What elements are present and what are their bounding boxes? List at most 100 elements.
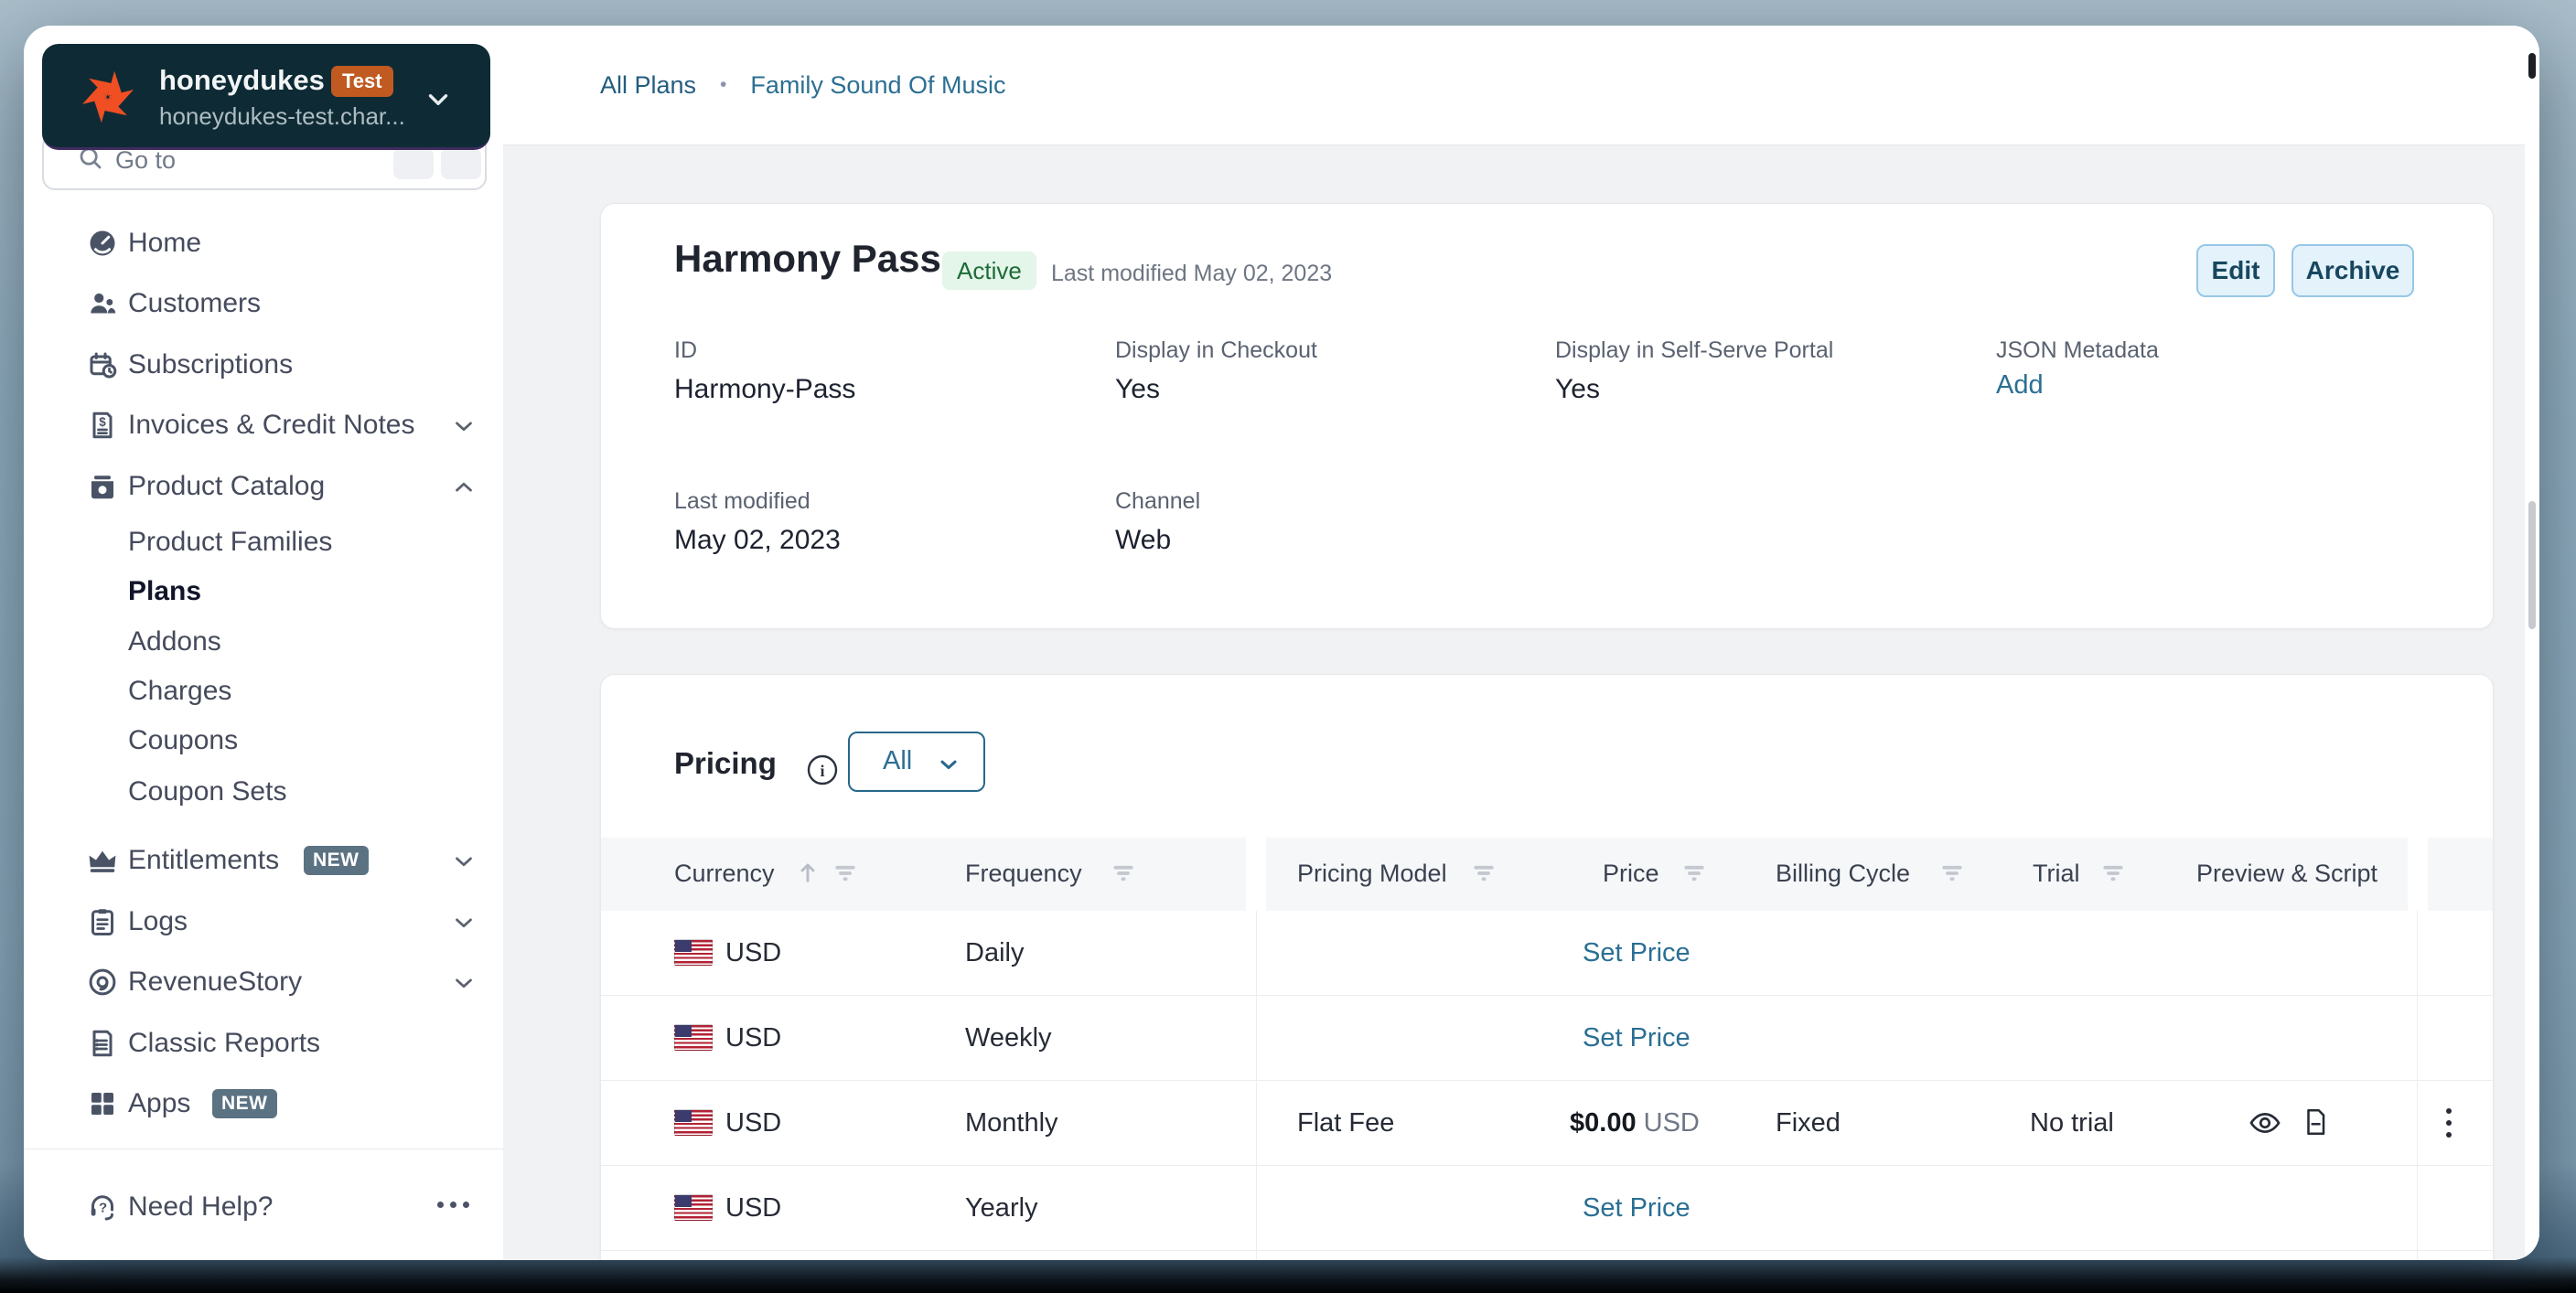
column-header-preview-script[interactable]: Preview & Script — [2196, 860, 2378, 887]
field-value-display-checkout: Yes — [1115, 374, 1160, 404]
edit-button[interactable]: Edit — [2196, 244, 2275, 297]
script-document-icon[interactable] — [2299, 1106, 2332, 1143]
sidebar-item-subscriptions[interactable]: Subscriptions — [24, 339, 503, 390]
usd-flag-icon — [674, 1194, 713, 1221]
cell-currency: USD — [725, 1193, 782, 1223]
column-header-pricing-model[interactable]: Pricing Model — [1297, 860, 1447, 887]
sidebar-item-label: Classic Reports — [128, 1028, 321, 1058]
pricing-filter-dropdown[interactable]: All — [848, 732, 985, 792]
field-value-display-portal: Yes — [1555, 374, 1600, 404]
preview-eye-icon[interactable] — [2248, 1106, 2282, 1145]
field-label-display-checkout: Display in Checkout — [1115, 337, 1317, 363]
top-header-bar: All Plans • Family Sound Of Music — [503, 26, 2539, 145]
scrollbar-thumb[interactable] — [2528, 53, 2536, 79]
sidebar-item-home[interactable]: Home — [24, 218, 503, 269]
field-label-json-metadata: JSON Metadata — [1996, 337, 2159, 363]
workspace-switcher[interactable]: honeydukes Test honeydukes-test.char... — [42, 44, 490, 150]
report-document-icon — [86, 1027, 119, 1060]
field-label-channel: Channel — [1115, 488, 1201, 514]
cell-currency: USD — [725, 1108, 782, 1138]
shortcut-key — [393, 148, 434, 179]
scrollbar-thumb[interactable] — [2528, 501, 2536, 629]
usd-flag-icon — [674, 939, 713, 966]
field-value-last-modified: May 02, 2023 — [674, 525, 841, 555]
chevron-down-icon — [450, 909, 478, 941]
chevron-down-icon — [450, 412, 478, 444]
sidebar-item-need-help[interactable]: ? Need Help? — [24, 1181, 503, 1233]
breadcrumb-plan-family[interactable]: Family Sound Of Music — [750, 70, 1006, 99]
json-metadata-add-link[interactable]: Add — [1996, 370, 2044, 400]
field-value-id: Harmony-Pass — [674, 374, 856, 404]
sidebar-item-revenuestory[interactable]: RevenueStory — [24, 956, 503, 1008]
pricing-filter-value: All — [883, 746, 913, 775]
breadcrumb: All Plans • Family Sound Of Music — [600, 26, 1006, 144]
table-row[interactable]: USD Yearly Set Price — [601, 1166, 2493, 1251]
page-scrollbar[interactable] — [2525, 26, 2539, 1260]
sidebar-item-label: Product Catalog — [128, 471, 326, 501]
sidebar-item-label: Logs — [128, 906, 188, 936]
sidebar-item-entitlements[interactable]: Entitlements NEW — [24, 835, 503, 886]
filter-icon[interactable] — [1938, 860, 1966, 893]
chevron-down-icon — [936, 752, 961, 782]
sidebar-item-coupons[interactable]: Coupons — [24, 719, 503, 763]
sidebar-item-label: Customers — [128, 288, 262, 318]
revenuestory-icon — [86, 966, 119, 999]
column-header-currency[interactable]: Currency — [674, 860, 775, 887]
price-amount: $0.00 — [1570, 1108, 1637, 1138]
shortcut-key — [441, 148, 481, 179]
cell-frequency: Yearly — [965, 1193, 1038, 1223]
filter-icon[interactable] — [1110, 860, 1137, 893]
info-icon[interactable]: i — [806, 753, 839, 791]
filter-icon[interactable] — [1470, 860, 1497, 893]
filter-icon[interactable] — [2099, 860, 2127, 893]
sort-asc-icon[interactable] — [793, 858, 822, 893]
sidebar-item-product-catalog[interactable]: Product Catalog — [24, 461, 503, 512]
cell-trial: No trial — [2030, 1108, 2114, 1138]
set-price-link[interactable]: Set Price — [1583, 1193, 1690, 1223]
more-options-icon[interactable] — [437, 1202, 469, 1208]
chevron-up-icon — [450, 474, 478, 506]
workspace-name: honeydukes — [159, 64, 325, 96]
column-header-billing-cycle[interactable]: Billing Cycle — [1776, 860, 1911, 887]
row-kebab-menu-icon[interactable] — [2431, 1103, 2467, 1143]
sidebar-item-plans[interactable]: Plans — [24, 570, 503, 614]
table-row[interactable]: USD Daily Set Price — [601, 911, 2493, 996]
filter-icon[interactable] — [832, 860, 859, 893]
sidebar-item-customers[interactable]: Customers — [24, 278, 503, 329]
sidebar-item-invoices[interactable]: $ Invoices & Credit Notes — [24, 400, 503, 451]
archive-button[interactable]: Archive — [2292, 244, 2414, 297]
column-header-price[interactable]: Price — [1603, 860, 1659, 887]
svg-text:$: $ — [99, 415, 106, 429]
set-price-link[interactable]: Set Price — [1583, 938, 1690, 967]
breadcrumb-all-plans[interactable]: All Plans — [600, 70, 697, 99]
goto-placeholder: Go to — [115, 146, 177, 174]
table-row[interactable]: USD Weekly Set Price — [601, 996, 2493, 1081]
sidebar-item-label: Home — [128, 228, 202, 258]
new-badge: NEW — [304, 846, 369, 875]
cell-currency: USD — [725, 938, 782, 967]
sidebar-item-charges[interactable]: Charges — [24, 669, 503, 713]
field-label-display-portal: Display in Self-Serve Portal — [1555, 337, 1834, 363]
browser-window: Go to — [24, 26, 2539, 1260]
clipboard-icon — [86, 905, 119, 938]
sidebar-item-logs[interactable]: Logs — [24, 896, 503, 947]
table-row[interactable]: USD Monthly Flat Fee $0.00 USD Fixed No … — [601, 1081, 2493, 1166]
sidebar-item-label: Product Families — [128, 527, 333, 557]
sidebar-item-apps[interactable]: Apps NEW — [24, 1078, 503, 1129]
set-price-link[interactable]: Set Price — [1583, 1023, 1690, 1053]
env-badge: Test — [331, 66, 393, 97]
column-header-trial[interactable]: Trial — [2033, 860, 2080, 887]
cell-price: $0.00 USD — [1570, 1108, 1700, 1138]
column-divider — [2417, 911, 2418, 1260]
usd-flag-icon — [674, 1109, 713, 1136]
sidebar-item-coupon-sets[interactable]: Coupon Sets — [24, 770, 503, 814]
sidebar-item-classic-reports[interactable]: Classic Reports — [24, 1018, 503, 1069]
column-header-frequency[interactable]: Frequency — [965, 860, 1082, 887]
crown-icon — [86, 844, 119, 877]
filter-icon[interactable] — [1680, 860, 1708, 893]
sidebar-item-product-families[interactable]: Product Families — [24, 520, 503, 564]
chevron-down-icon — [450, 848, 478, 880]
usd-flag-icon — [674, 1024, 713, 1051]
apps-grid-icon — [86, 1087, 119, 1120]
sidebar-item-addons[interactable]: Addons — [24, 620, 503, 664]
